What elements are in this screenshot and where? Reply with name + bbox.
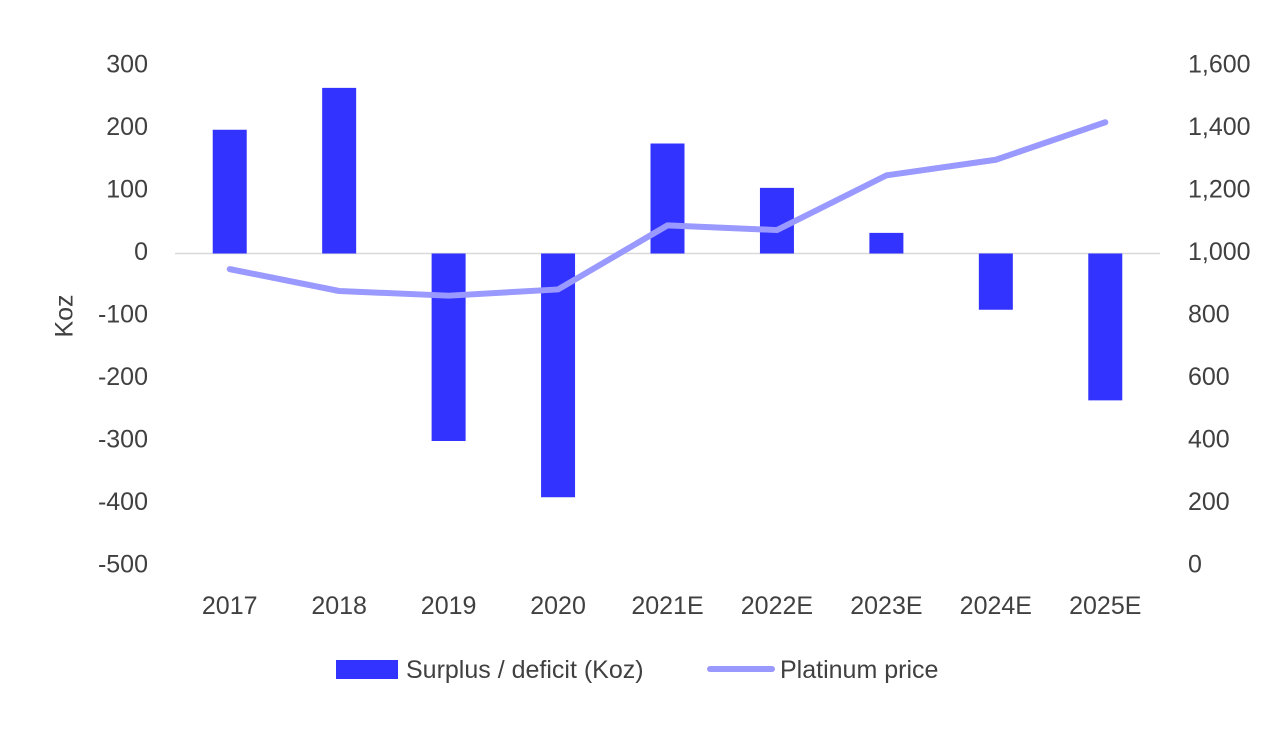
x-axis-ticks: 2017 2018 2019 2020 2021E 2022E 2023E 2024E 2025…	[202, 592, 1142, 620]
bar-2025E	[1088, 253, 1123, 401]
right-axis-tick-label: 600	[1188, 363, 1230, 391]
right-axis-ticks: 1,600 1,400 1,200 1,000 800 600 400 200 0	[1188, 51, 1251, 579]
left-axis-ticks: 300 200 100 0 -100 -200 -300 -400 -500	[98, 51, 148, 579]
legend-swatch-surplus-deficit	[336, 660, 398, 679]
right-axis-tick-label: 200	[1188, 488, 1230, 516]
left-axis-tick-label: 0	[134, 238, 148, 266]
x-axis-tick-label: 2021E	[631, 592, 703, 620]
bar-2021E	[650, 143, 685, 254]
x-axis-tick-label: 2022E	[741, 592, 813, 620]
left-axis-tick-label: -300	[98, 426, 148, 454]
left-axis-tick-label: -400	[98, 488, 148, 516]
left-axis-tick-label: 100	[106, 176, 148, 204]
legend: Surplus / deficit (Koz) Platinum price	[336, 656, 938, 684]
left-axis-tick-label: 200	[106, 113, 148, 141]
legend-label-surplus-deficit: Surplus / deficit (Koz)	[406, 656, 644, 684]
bar-2019	[431, 253, 466, 441]
y-axis-title: Koz	[51, 294, 79, 337]
right-axis-tick-label: 800	[1188, 301, 1230, 329]
x-axis-tick-label: 2018	[311, 592, 367, 620]
x-axis-tick-label: 2025E	[1069, 592, 1141, 620]
bar-2020	[541, 253, 576, 498]
x-axis-tick-label: 2024E	[960, 592, 1032, 620]
x-axis-tick-label: 2023E	[850, 592, 922, 620]
x-axis-tick-label: 2020	[530, 592, 586, 620]
x-axis-tick-label: 2019	[421, 592, 477, 620]
x-axis-tick-label: 2017	[202, 592, 258, 620]
bar-2024E	[978, 253, 1013, 310]
left-axis-tick-label: 300	[106, 51, 148, 79]
right-axis-tick-label: 1,200	[1188, 176, 1251, 204]
bar-2022E	[759, 187, 794, 254]
bar-2017	[212, 129, 247, 254]
line-series	[226, 119, 1109, 299]
right-axis-tick-label: 1,000	[1188, 238, 1251, 266]
right-axis-tick-label: 0	[1188, 551, 1202, 579]
bar-2023E	[869, 232, 904, 254]
bar-2018	[322, 87, 357, 254]
left-axis-tick-label: -500	[98, 551, 148, 579]
right-axis-tick-label: 400	[1188, 426, 1230, 454]
legend-label-platinum-price: Platinum price	[780, 656, 938, 684]
right-axis-tick-label: 1,400	[1188, 113, 1251, 141]
left-axis-tick-label: -200	[98, 363, 148, 391]
right-axis-tick-label: 1,600	[1188, 51, 1251, 79]
left-axis-tick-label: -100	[98, 301, 148, 329]
